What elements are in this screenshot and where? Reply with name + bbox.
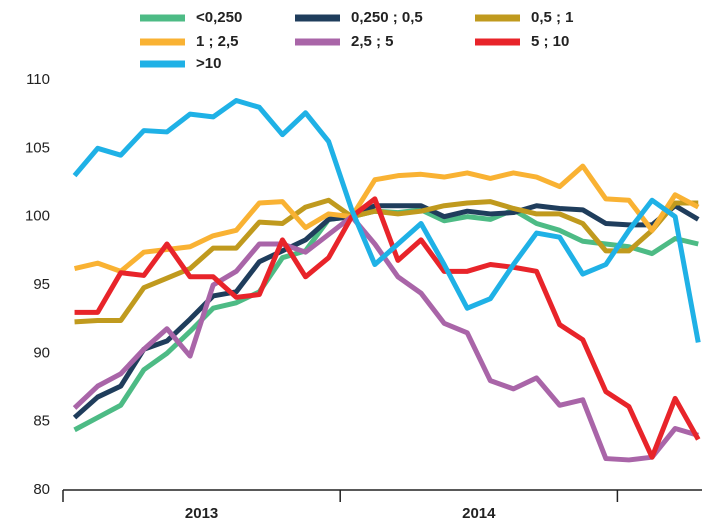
series-line <box>73 163 700 274</box>
legend-label: 1 ; 2,5 <box>196 33 239 50</box>
series-line <box>72 203 700 420</box>
series-line <box>74 197 699 325</box>
legend-label: 0,5 ; 1 <box>531 9 574 26</box>
y-tick-label: 90 <box>33 344 50 361</box>
legend-label: >10 <box>196 55 221 72</box>
series-line <box>74 196 701 460</box>
series-line <box>72 98 701 343</box>
y-tick-label: 85 <box>33 413 50 430</box>
legend-label: 5 ; 10 <box>531 33 569 50</box>
x-group-label: 2014 <box>462 505 496 522</box>
x-group-label: 2013 <box>185 505 218 522</box>
legend-label: 0,250 ; 0,5 <box>351 9 423 26</box>
legend-label: 2,5 ; 5 <box>351 33 394 50</box>
y-tick-label: 105 <box>25 139 50 156</box>
y-tick-label: 100 <box>25 208 50 225</box>
y-tick-label: 110 <box>26 71 50 88</box>
y-tick-label: 95 <box>33 276 50 293</box>
series-line <box>72 214 699 463</box>
y-tick-label: 80 <box>33 481 50 498</box>
legend-label: <0,250 <box>196 9 242 26</box>
